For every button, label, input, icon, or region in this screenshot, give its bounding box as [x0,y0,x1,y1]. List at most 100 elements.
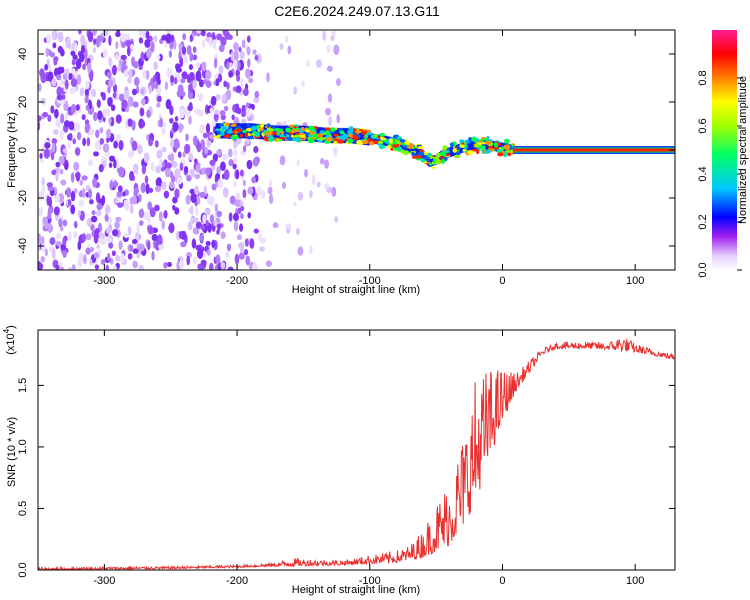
spectrogram-cell [218,65,224,75]
spectrogram-cell [50,105,55,114]
spectrogram-cell [199,191,206,198]
spectrogram-cell [183,54,188,64]
spectrogram-cell [52,142,56,153]
spectrogram-cell [71,58,76,66]
spectrogram-cell [216,166,221,175]
spectrogram-cell [127,96,134,107]
spectrogram-cell [106,128,112,139]
spectrogram-cell [94,140,101,151]
colorbar-tick-label: 0.2 [697,214,709,229]
spectrogram-cell [126,45,131,57]
spectrogram-cell [192,54,198,61]
spectrogram-cell [233,157,238,165]
spectrogram-cell [108,56,112,67]
spectrogram-cell [102,48,108,59]
spectrogram-cell [215,173,221,179]
spectrogram-cells [38,30,675,270]
spectrogram-cell [122,59,127,66]
ridge-cell [276,131,280,136]
spectrogram-cell [67,198,72,207]
x-tick-label: 0 [499,275,505,287]
spectrogram-cell [235,169,240,180]
spectrogram-cell [73,230,78,239]
spectrogram-cell [88,128,95,136]
spectrogram-cell [140,88,144,95]
spectrogram-cell [128,170,135,182]
spectrogram-cell [143,152,150,163]
spectrogram-cell [140,51,145,62]
spectrogram-cell [90,215,98,223]
snr-scale-factor: (x104) [2,325,17,355]
spectrogram-cell [133,76,140,87]
spectrogram-cell [190,192,197,204]
spectrogram-cell [138,208,145,219]
spectrogram-cell [116,89,120,99]
spectrogram-cell [41,184,46,194]
spectrogram-cell [146,240,151,251]
spectrogram-cell [44,63,49,71]
spectrogram-cell [239,223,244,232]
spectrogram-cell [169,41,174,50]
spectrogram-cell [115,216,122,222]
spectrogram-cell [226,61,230,70]
spectrogram-cell [181,46,187,55]
spectrogram-cell [131,56,136,67]
spectrogram-cell [238,242,245,249]
ridge-cell [223,133,231,139]
spectrogram-cell [244,238,249,247]
ridge-cell [339,130,345,135]
spectrogram-cell [150,41,155,53]
spectrogram-cell [112,180,119,188]
spectrogram-cell [104,213,109,222]
spectrogram-cell [147,201,153,211]
ridge-cell [265,131,273,136]
spectrogram-cell [155,165,162,174]
spectrogram-cell [62,236,67,246]
spectrogram-cell [260,237,266,244]
spectrogram-cell [254,54,259,61]
spectrogram-cell [114,220,120,230]
y-tick-label: 1.5 [17,378,29,393]
spectrogram-cell [196,142,202,153]
spectrogram-cell [42,111,49,118]
spectrogram-cell [94,227,101,239]
spectrogram-cell [152,74,157,83]
spectrogram-cell [195,163,201,173]
spectrogram-cell [148,138,153,147]
spectrogram-cell [196,196,201,205]
spectrogram-cell [127,225,132,236]
spectrogram-cell [105,264,109,270]
spectrogram-cell [41,243,46,252]
spectrogram-cell [297,246,304,256]
ridge-cell [503,144,511,150]
spectrogram-cell [109,180,114,191]
spectrogram-cell [176,176,183,185]
spectrogram-cell [107,252,111,262]
spectrogram-cell [56,94,64,101]
spectrogram-cell [230,51,235,62]
spectrogram-cell [240,213,244,220]
colorbar-tick-label: 0.4 [697,166,709,181]
ridge-cell [266,123,271,128]
spectrogram-cell [240,205,245,212]
x-tick-label: 100 [626,575,644,587]
spectrogram-cell [187,221,193,231]
spectrogram-cell [49,237,56,246]
spectrogram-cell [100,237,107,246]
spectrogram-cell [233,180,237,187]
spectrogram-cell [55,118,62,128]
spectrogram-cell [158,211,163,222]
ridge-cell [471,148,479,152]
ridge-cell [239,133,244,138]
spectrogram-cell [188,64,194,71]
spectrogram-cell [99,138,105,145]
spectrogram-cell [297,191,304,201]
ridge-cell [307,138,315,144]
ridge-cell [242,129,247,134]
spectrogram-cell [215,78,220,87]
ridge-cell [411,151,415,157]
spectrogram-cell [169,117,174,124]
spectrogram-cell [102,143,110,153]
spectrogram-cell [84,119,90,126]
spectrogram-cell [79,87,84,97]
